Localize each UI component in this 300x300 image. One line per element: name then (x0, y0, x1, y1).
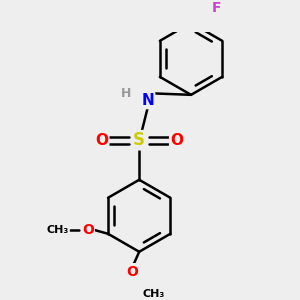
Text: F: F (212, 2, 221, 16)
Text: O: O (95, 133, 108, 148)
Text: O: O (82, 223, 94, 237)
Text: CH₃: CH₃ (46, 225, 69, 235)
Text: H: H (121, 87, 131, 100)
Text: N: N (142, 93, 154, 108)
Text: S: S (133, 131, 145, 149)
Text: CH₃: CH₃ (142, 289, 165, 298)
Text: O: O (126, 265, 138, 279)
Text: O: O (170, 133, 183, 148)
